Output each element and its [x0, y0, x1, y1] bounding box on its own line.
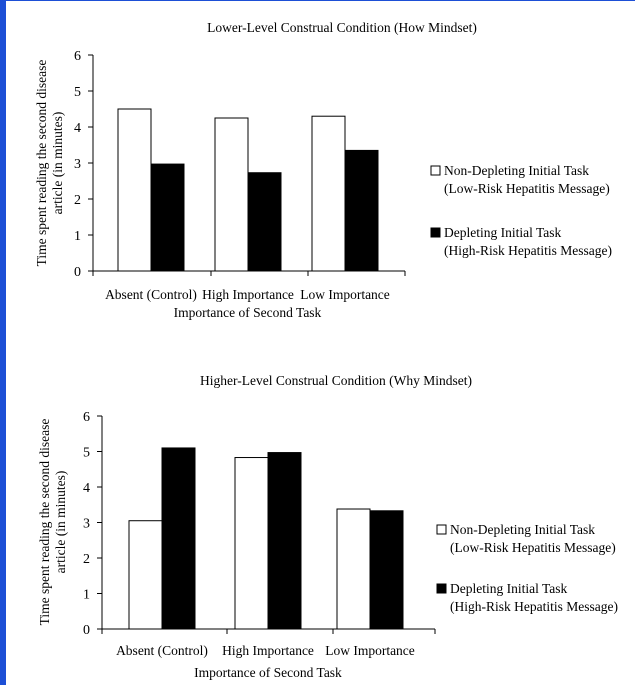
x-tick-label: Low Importance	[325, 643, 415, 658]
y-tick-label: 0	[83, 623, 90, 638]
y-tick-label: 2	[74, 193, 81, 208]
legend-sublabel: (Low-Risk Hepatitis Message)	[450, 540, 616, 555]
y-axis-label: Time spent reading the second disease art…	[34, 60, 65, 267]
bar	[234, 457, 269, 630]
bar	[150, 163, 185, 272]
y-tick-label: 1	[83, 588, 90, 603]
x-tick-label: Low Importance	[300, 287, 390, 302]
chart-2: Higher-Level Construal Condition (Why Mi…	[37, 373, 618, 680]
bar	[344, 149, 379, 272]
y-tick-label: 1	[74, 229, 81, 244]
bar	[117, 108, 152, 272]
y-tick-label: 4	[74, 121, 81, 136]
y-tick-label: 5	[83, 446, 90, 461]
bar	[369, 510, 404, 630]
legend-sublabel: (Low-Risk Hepatitis Message)	[444, 181, 610, 196]
y-axis-label-line: article (in minutes)	[53, 471, 68, 574]
x-axis-label: Importance of Second Task	[174, 305, 322, 320]
y-tick-label: 6	[74, 49, 81, 64]
x-tick-label: Absent (Control)	[105, 287, 197, 302]
y-axis-label-line: Time spent reading the second disease	[34, 60, 49, 267]
y-axis-label-line: Time spent reading the second disease	[37, 419, 52, 626]
legend-label: Depleting Initial Task	[444, 225, 562, 240]
chart-title: Lower-Level Construal Condition (How Min…	[207, 20, 477, 35]
legend-sublabel: (High-Risk Hepatitis Message)	[450, 599, 618, 614]
bar	[128, 520, 163, 630]
y-tick-label: 3	[83, 517, 90, 532]
y-tick-label: 2	[83, 552, 90, 567]
legend-swatch	[436, 524, 447, 535]
y-axis-label: Time spent reading the second disease art…	[37, 419, 68, 626]
legend-swatch	[436, 583, 447, 594]
bar	[247, 172, 282, 272]
legend-label: Non-Depleting Initial Task	[450, 522, 595, 537]
y-tick-label: 4	[83, 481, 90, 496]
chart-1: Lower-Level Construal Condition (How Min…	[34, 20, 612, 320]
legend-label: Depleting Initial Task	[450, 581, 568, 596]
x-tick-label: Absent (Control)	[116, 643, 208, 658]
bar	[311, 115, 346, 272]
figure-canvas: Lower-Level Construal Condition (How Min…	[34, 20, 618, 680]
legend-swatch	[430, 165, 441, 176]
bar	[214, 117, 249, 272]
x-tick-label: High Importance	[202, 287, 294, 302]
x-axis-label: Importance of Second Task	[194, 665, 342, 680]
legend-sublabel: (High-Risk Hepatitis Message)	[444, 243, 612, 258]
chart-title: Higher-Level Construal Condition (Why Mi…	[200, 373, 472, 388]
y-tick-label: 0	[74, 265, 81, 280]
y-tick-label: 5	[74, 85, 81, 100]
bar	[161, 447, 196, 630]
y-axis-label-line: article (in minutes)	[50, 112, 65, 215]
legend-label: Non-Depleting Initial Task	[444, 163, 589, 178]
legend-swatch	[430, 227, 441, 238]
bar	[336, 508, 371, 630]
y-tick-label: 6	[83, 410, 90, 425]
x-tick-label: High Importance	[222, 643, 314, 658]
y-tick-label: 3	[74, 157, 81, 172]
bar	[267, 452, 302, 630]
